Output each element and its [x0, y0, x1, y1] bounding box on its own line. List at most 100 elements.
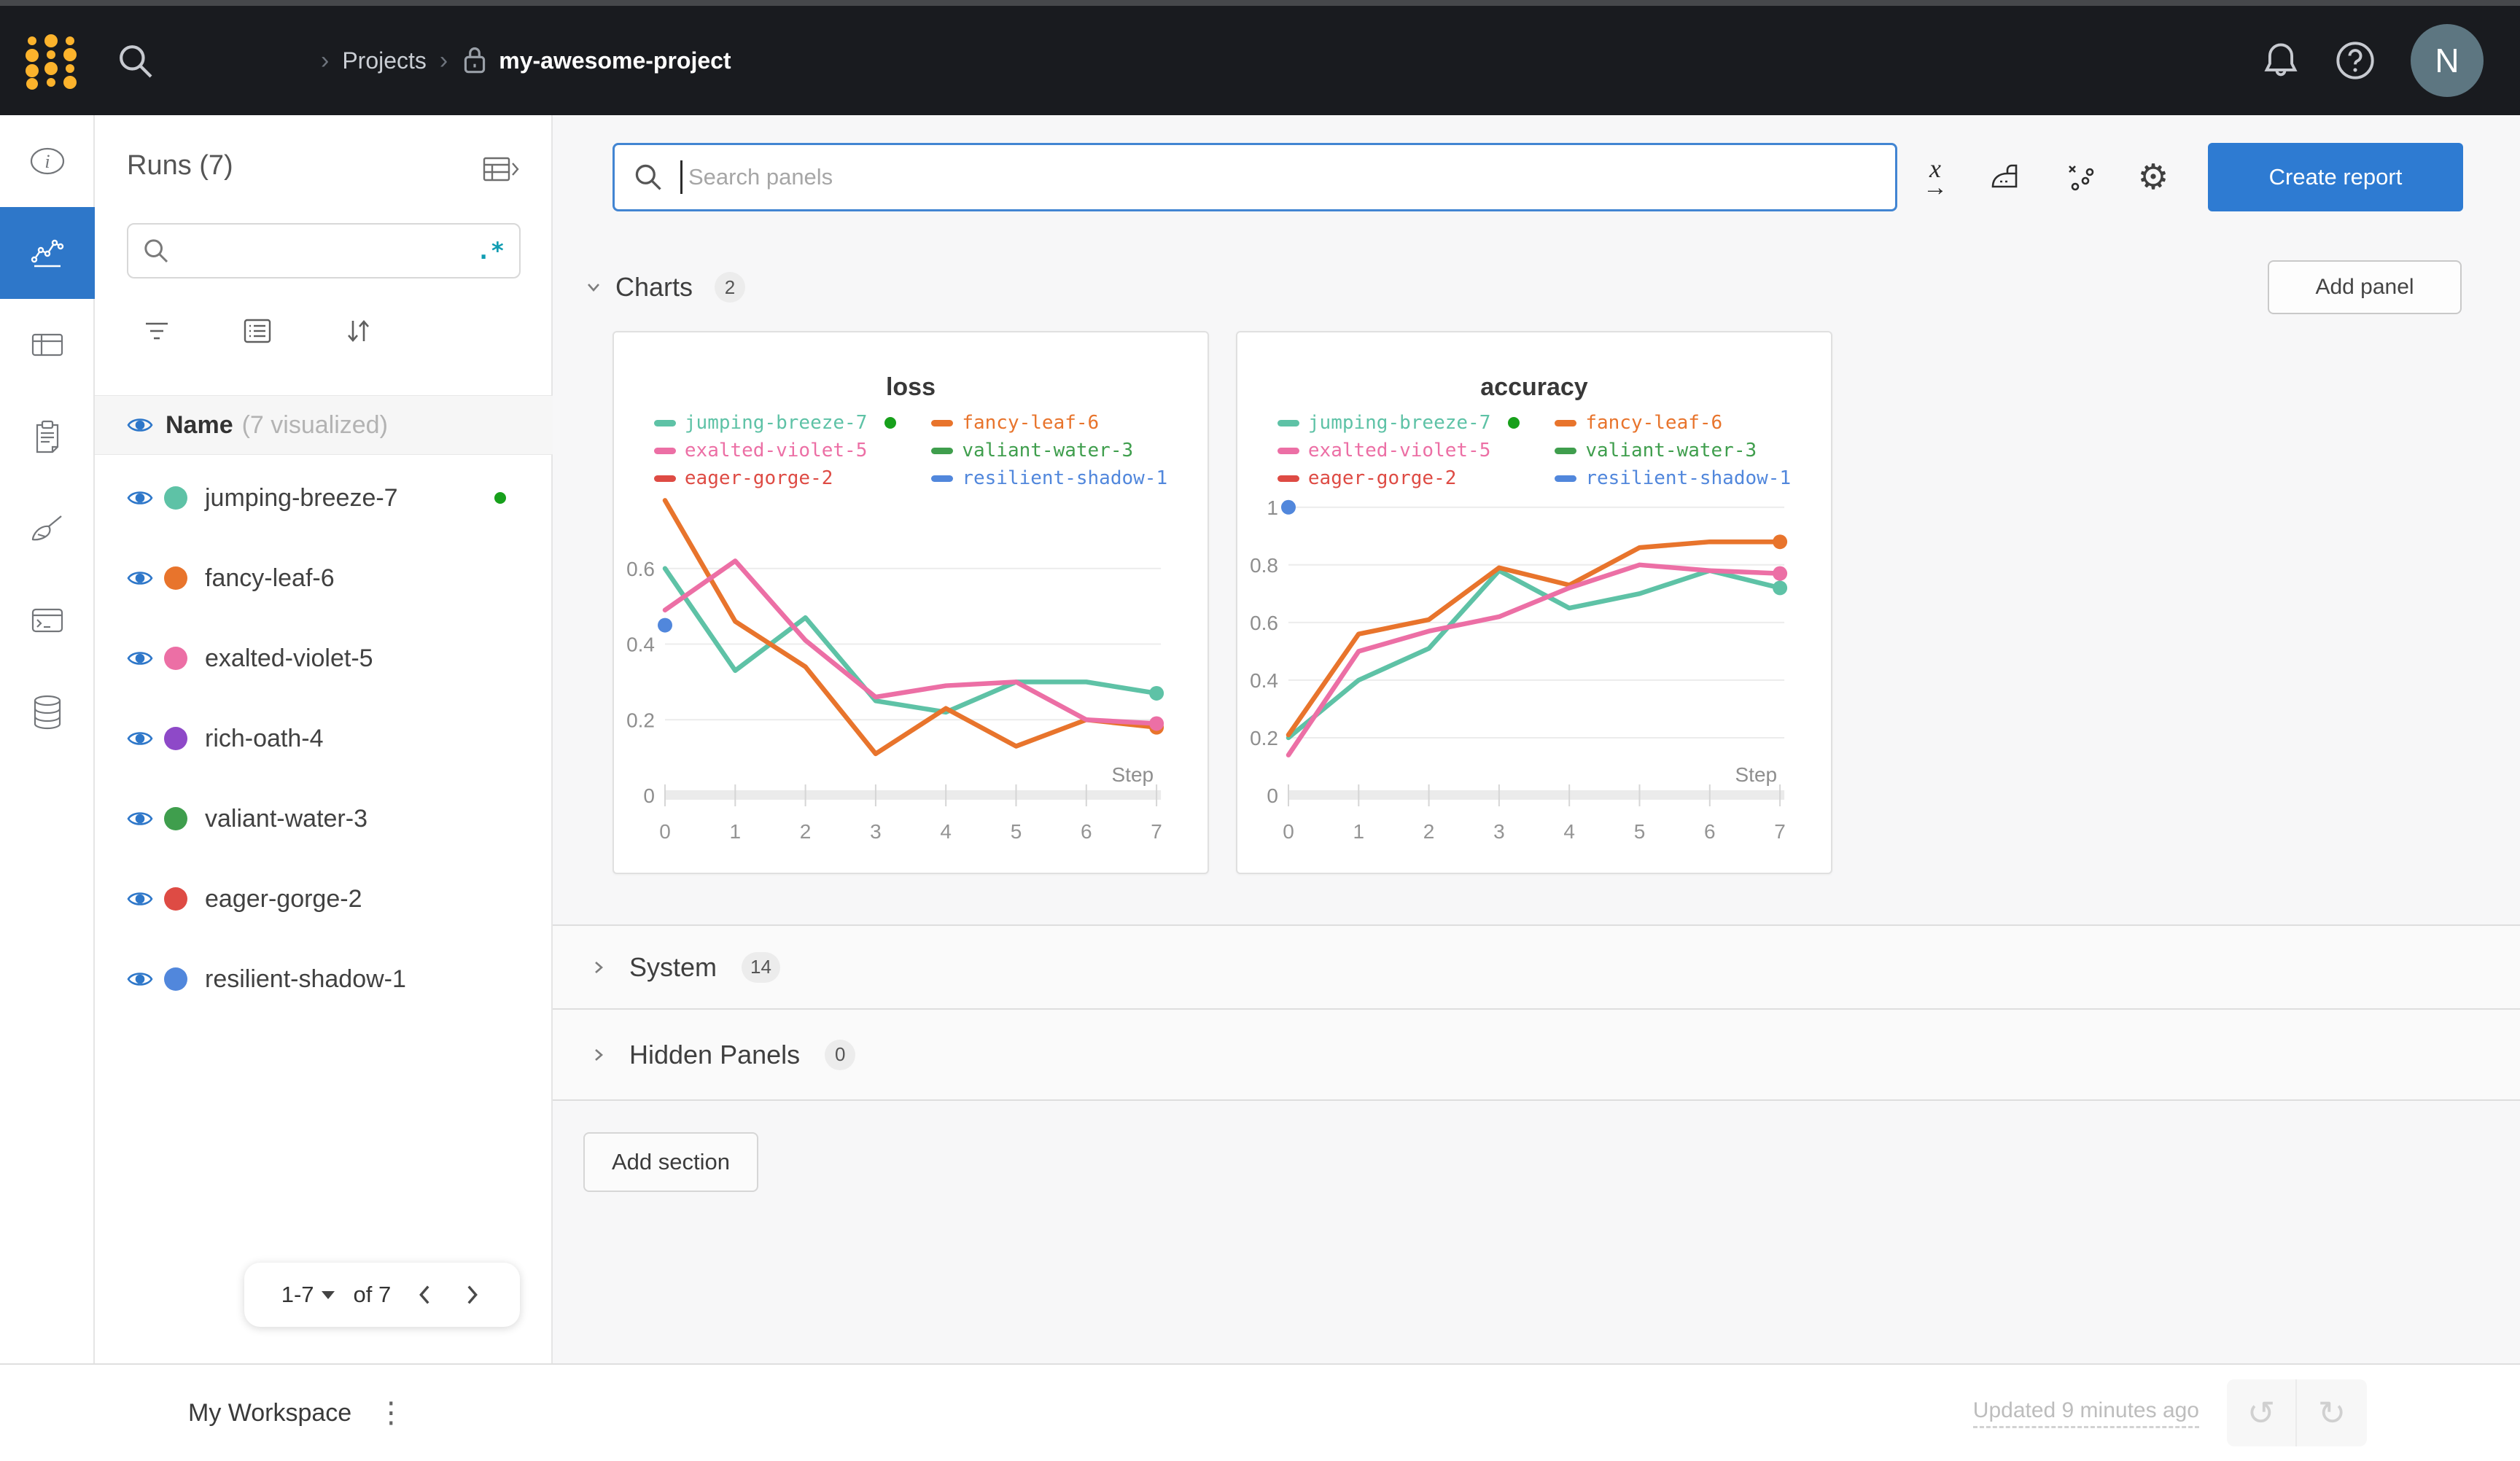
end-dot-exalted-violet-5 [1149, 716, 1164, 731]
legend-item[interactable]: eager-gorge-2 [653, 467, 896, 489]
accuracy-chart-panel[interactable]: accuracy jumping-breeze-7 fancy-leaf-6 exal… [1236, 331, 1832, 874]
legend-swatch [653, 475, 676, 482]
notifications-bell-icon[interactable] [2262, 40, 2300, 81]
rail-item-artifacts[interactable] [0, 666, 95, 758]
workspace-settings-button[interactable]: ⚙ [2134, 157, 2172, 198]
legend-item[interactable]: exalted-violet-5 [653, 440, 896, 461]
legend-item[interactable]: valiant-water-3 [1555, 440, 1791, 461]
help-icon[interactable] [2335, 40, 2376, 81]
legend-item[interactable]: resilient-shadow-1 [931, 467, 1167, 489]
run-color-dot [164, 887, 187, 911]
info-icon: i [30, 147, 65, 175]
rail-item-sweeps[interactable] [0, 483, 95, 574]
redo-icon[interactable]: ↻ [2317, 1394, 2346, 1432]
run-name[interactable]: eager-gorge-2 [205, 884, 362, 913]
legend-item[interactable]: jumping-breeze-7 [653, 412, 897, 434]
last-updated-label: Updated 9 minutes ago [1972, 1398, 2199, 1428]
charts-section-header[interactable]: Charts 2 [553, 260, 2520, 314]
system-section-header[interactable]: System 14 [553, 924, 2520, 1010]
run-name[interactable]: rich-oath-4 [205, 724, 324, 752]
breadcrumb-chevron-icon: › [321, 46, 330, 74]
breadcrumb-projects-link[interactable]: Projects [342, 47, 427, 74]
rail-item-runs-table[interactable] [0, 299, 95, 391]
svg-text:0.6: 0.6 [626, 558, 655, 580]
section-label[interactable]: Hidden Panels [629, 1039, 801, 1070]
rail-item-terminal[interactable] [0, 574, 95, 666]
visibility-eye-icon[interactable] [126, 487, 154, 509]
sort-icon[interactable] [343, 315, 373, 347]
svg-text:5: 5 [1011, 820, 1022, 843]
search-icon [635, 164, 661, 190]
visibility-eye-icon[interactable] [126, 808, 154, 830]
group-list-icon[interactable] [242, 316, 273, 346]
run-row[interactable]: valiant-water-3 [95, 779, 553, 859]
regex-toggle[interactable]: .* [476, 237, 505, 265]
visibility-eye-icon[interactable] [126, 968, 154, 990]
svg-text:0.6: 0.6 [1250, 612, 1278, 634]
legend-item[interactable]: exalted-violet-5 [1277, 440, 1520, 461]
hidden-panels-section-header[interactable]: Hidden Panels 0 [553, 1010, 2520, 1101]
run-row[interactable]: jumping-breeze-7 [95, 458, 553, 538]
svg-text:0: 0 [1267, 784, 1278, 807]
topbar-actions: N [2262, 6, 2484, 115]
run-name[interactable]: valiant-water-3 [205, 804, 368, 833]
add-section-button[interactable]: Add section [583, 1132, 758, 1192]
add-panel-button[interactable]: Add panel [2268, 260, 2462, 314]
panel-search-input[interactable] [682, 145, 1895, 209]
undo-icon[interactable]: ↺ [2227, 1379, 2297, 1446]
loss-chart-panel[interactable]: loss jumping-breeze-7 fancy-leaf-6 exalted-… [612, 331, 1209, 874]
breadcrumb-current-project[interactable]: my-awesome-project [461, 44, 731, 77]
search-icon [144, 239, 168, 263]
rail-item-overview[interactable]: i [0, 115, 95, 207]
section-label[interactable]: System [629, 951, 718, 982]
visibility-eye-icon[interactable] [126, 888, 154, 910]
run-name[interactable]: exalted-violet-5 [205, 644, 373, 672]
x-axis-settings-button[interactable]: x → [1916, 155, 1954, 199]
dropdown-caret-icon [321, 1290, 335, 1299]
visibility-eye-icon[interactable] [126, 567, 154, 589]
legend-item[interactable]: resilient-shadow-1 [1555, 467, 1791, 489]
point-resilient-shadow-1 [1281, 499, 1296, 515]
rail-item-workspace[interactable] [0, 207, 95, 299]
section-label[interactable]: Charts [615, 272, 693, 302]
table-icon [31, 333, 63, 357]
line-chart-icon [31, 239, 64, 268]
create-report-button[interactable]: Create report [2208, 143, 2463, 211]
user-avatar[interactable]: N [2411, 24, 2484, 97]
workspace-name[interactable]: My Workspace [188, 1398, 352, 1427]
next-page-icon[interactable] [461, 1282, 483, 1307]
run-name[interactable]: resilient-shadow-1 [205, 965, 406, 993]
run-row[interactable]: eager-gorge-2 [95, 859, 553, 939]
filter-icon[interactable] [141, 316, 172, 346]
svg-text:3: 3 [1493, 820, 1505, 843]
wandb-logo[interactable] [22, 32, 80, 90]
run-row[interactable]: exalted-violet-5 [95, 618, 553, 698]
legend-item[interactable]: fancy-leaf-6 [1555, 412, 1791, 434]
legend-item[interactable]: eager-gorge-2 [1277, 467, 1520, 489]
page-size-dropdown[interactable]: 1-7 [281, 1282, 335, 1308]
global-search-icon[interactable] [115, 41, 156, 82]
outliers-button[interactable] [2062, 157, 2100, 198]
legend-item[interactable]: fancy-leaf-6 [931, 412, 1167, 434]
legend-item[interactable]: jumping-breeze-7 [1277, 412, 1520, 434]
run-row[interactable]: fancy-leaf-6 [95, 538, 553, 618]
visibility-eye-icon[interactable] [126, 728, 154, 749]
name-column-header[interactable]: Name [166, 410, 233, 439]
visibility-eye-icon[interactable] [126, 414, 154, 436]
visibility-eye-icon[interactable] [126, 647, 154, 669]
run-row[interactable]: resilient-shadow-1 [95, 939, 553, 1019]
run-name[interactable]: fancy-leaf-6 [205, 564, 335, 592]
legend-item[interactable]: valiant-water-3 [931, 440, 1167, 461]
runs-search-input[interactable] [171, 225, 477, 277]
expand-runs-table-button[interactable] [481, 153, 519, 185]
run-name[interactable]: jumping-breeze-7 [205, 483, 398, 512]
rail-item-logs[interactable] [0, 391, 95, 483]
chevron-down-icon[interactable] [582, 276, 605, 299]
run-row[interactable]: rich-oath-4 [95, 698, 553, 779]
legend-run-name: valiant-water-3 [1585, 440, 1757, 461]
smoothing-button[interactable] [1988, 157, 2026, 198]
chevron-right-icon[interactable] [587, 956, 610, 979]
prev-page-icon[interactable] [414, 1282, 436, 1307]
workspace-menu-kebab-icon[interactable]: ⋮ [376, 1397, 406, 1429]
chevron-right-icon[interactable] [587, 1043, 610, 1067]
